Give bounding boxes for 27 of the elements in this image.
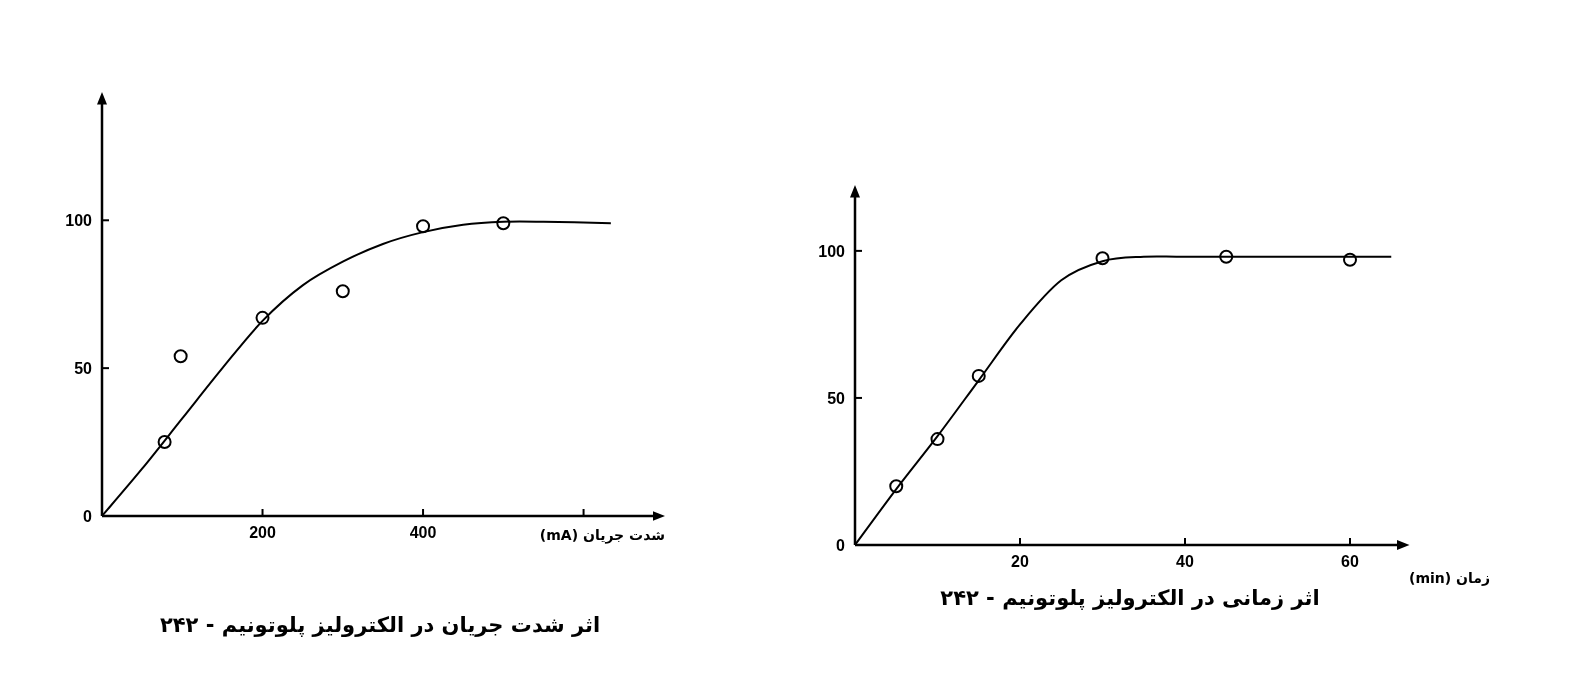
point: [930, 432, 945, 447]
point: [157, 435, 172, 450]
point: [971, 368, 986, 383]
x-tick-label: 60: [1341, 553, 1359, 570]
x-tick-label: 200: [249, 524, 276, 541]
x-tick-label: 20: [1011, 553, 1029, 570]
text: اثر زمانی در الکترولیز پلوتونیم - ۲۴۲: [940, 586, 1320, 610]
x-axis-title: زمان (min): [1409, 570, 1490, 586]
point: [255, 310, 270, 325]
y-tick-label: 0: [83, 508, 93, 525]
x-tick-label: 40: [1176, 553, 1194, 570]
x-axis-title: شدت جریان (mA): [539, 527, 665, 544]
point: [335, 284, 350, 299]
y-tick-label: 0: [836, 537, 846, 554]
point: [1095, 251, 1110, 266]
point: [416, 219, 431, 234]
point: [1219, 249, 1234, 264]
point: [889, 479, 904, 494]
y-tick-label: 50: [827, 389, 846, 407]
point: [173, 349, 188, 364]
x-tick-label: 400: [409, 524, 437, 541]
y-tick-label: 50: [74, 360, 93, 378]
point: [496, 216, 511, 231]
y-tick-label: 100: [65, 212, 93, 230]
y-tick-label: 100: [818, 242, 846, 260]
text: اثر شدت جریان در الکترولیز پلوتونیم - ۲۴۲: [159, 613, 601, 637]
point: [1343, 252, 1357, 267]
